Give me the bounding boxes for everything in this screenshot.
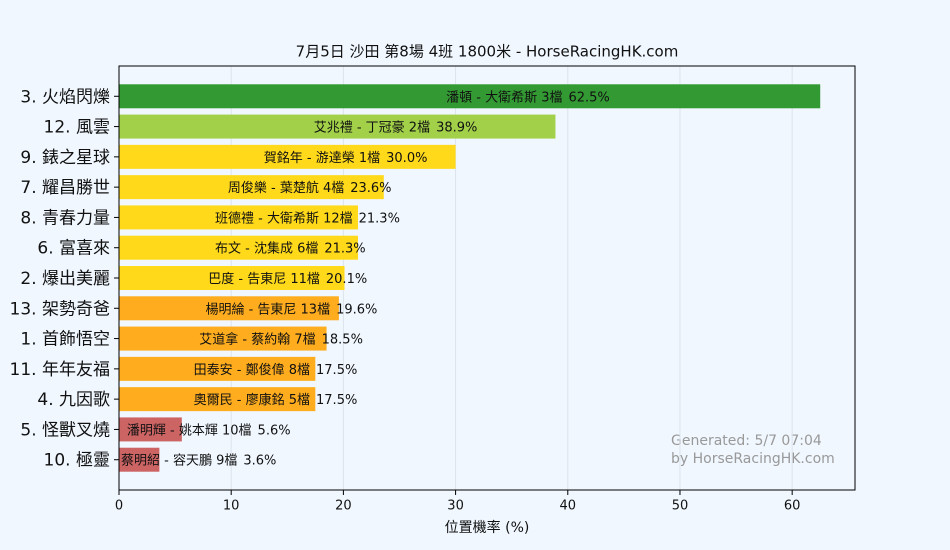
jockey-label: 布文 - 沈集成 6檔 xyxy=(215,240,318,256)
value-label: 18.5% xyxy=(322,332,363,347)
y-tick-label: 13. 架勢奇爸 xyxy=(10,299,110,319)
bar xyxy=(119,144,456,169)
bar-label: 周俊樂 - 葉楚航 4檔 23.6% xyxy=(228,180,392,196)
y-tick-label: 9. 錶之星球 xyxy=(20,148,110,168)
bar-label: 賀銘年 - 游達榮 1檔 30.0% xyxy=(264,150,428,165)
bar xyxy=(119,387,316,412)
bar-label: 艾兆禮 - 丁冠豪 2檔 38.9% xyxy=(314,119,478,135)
bar-label: 奧爾民 - 廖康銘 5檔 17.5% xyxy=(194,392,358,408)
bar xyxy=(119,356,316,381)
jockey-label: 田泰安 - 鄭俊偉 8檔 xyxy=(194,362,310,377)
bar xyxy=(119,84,821,109)
value-label: 38.9% xyxy=(436,120,477,135)
y-tick-label: 5. 怪獸叉燒 xyxy=(20,420,110,440)
jockey-label: 賀銘年 - 游達榮 1檔 xyxy=(264,150,380,165)
value-label: 21.3% xyxy=(359,211,400,226)
y-tick-label: 12. 風雲 xyxy=(44,118,110,138)
y-tick-label: 6. 富喜來 xyxy=(37,239,110,259)
bar-label: 潘頓 - 大衛希斯 3檔 62.5% xyxy=(446,90,610,105)
bar xyxy=(119,114,556,139)
jockey-label: 艾道拿 - 蔡約翰 7檔 xyxy=(199,331,315,347)
jockey-label: 楊明綸 - 告東尼 13檔 xyxy=(205,301,330,317)
value-label: 30.0% xyxy=(386,150,427,165)
x-axis-label: 位置機率 (%) xyxy=(445,519,530,536)
jockey-label: 艾兆禮 - 丁冠豪 2檔 xyxy=(314,119,430,135)
bar-label: 蔡明紹 - 容天鵬 9檔 3.6% xyxy=(121,452,276,468)
bar-label: 布文 - 沈集成 6檔 21.3% xyxy=(215,240,366,256)
y-tick-label: 8. 青春力量 xyxy=(20,208,110,228)
x-tick-label: 30 xyxy=(447,499,464,514)
y-tick-label: 10. 極靈 xyxy=(44,451,110,471)
jockey-label: 奧爾民 - 廖康銘 5檔 xyxy=(194,392,310,408)
bar-label: 班德禮 - 大衛希斯 12檔 21.3% xyxy=(215,211,400,226)
chart-title: 7月5日 沙田 第8場 4班 1800米 - HorseRacingHK.com xyxy=(296,43,679,61)
x-tick-label: 60 xyxy=(784,499,801,514)
bar-label: 潘明輝 - 姚本輝 10檔 5.6% xyxy=(127,423,291,438)
y-tick-label: 7. 耀昌勝世 xyxy=(20,178,110,198)
bar-label: 楊明綸 - 告東尼 13檔 19.6% xyxy=(205,301,377,317)
value-label: 3.6% xyxy=(243,453,276,468)
bar xyxy=(119,175,384,200)
jockey-label: 巴度 - 告東尼 11檔 xyxy=(208,271,320,287)
value-label: 21.3% xyxy=(324,241,365,256)
annotation: by HorseRacingHK.com xyxy=(671,451,835,467)
bar xyxy=(119,235,358,260)
jockey-label: 潘明輝 - 姚本輝 10檔 xyxy=(127,423,252,438)
bar xyxy=(119,447,160,472)
y-tick-label: 2. 爆出美麗 xyxy=(20,269,110,289)
bar-label: 巴度 - 告東尼 11檔 20.1% xyxy=(208,271,367,287)
bar xyxy=(119,326,327,351)
jockey-label: 蔡明紹 - 容天鵬 9檔 xyxy=(121,452,237,468)
y-tick-label: 3. 火焰閃爍 xyxy=(20,87,110,107)
plot-frame xyxy=(118,65,856,491)
y-tick-label: 11. 年年友福 xyxy=(10,360,110,380)
annotation: Generated: 5/7 07:04 xyxy=(671,433,822,449)
value-label: 17.5% xyxy=(316,393,357,408)
value-label: 17.5% xyxy=(316,362,357,377)
x-tick-label: 50 xyxy=(672,499,689,514)
bar xyxy=(119,266,345,290)
jockey-label: 班德禮 - 大衛希斯 12檔 xyxy=(215,211,353,226)
value-label: 62.5% xyxy=(568,90,609,105)
x-tick-label: 10 xyxy=(223,499,240,514)
y-tick-label: 1. 首飾悟空 xyxy=(20,330,110,350)
jockey-label: 潘頓 - 大衛希斯 3檔 xyxy=(446,90,562,105)
bar-label: 艾道拿 - 蔡約翰 7檔 18.5% xyxy=(199,331,363,347)
value-label: 5.6% xyxy=(258,423,291,438)
value-label: 23.6% xyxy=(350,181,391,196)
x-tick-label: 20 xyxy=(335,499,352,514)
x-tick-label: 0 xyxy=(115,499,123,514)
x-tick-label: 40 xyxy=(560,499,577,514)
bar xyxy=(119,417,182,442)
bar-label: 田泰安 - 鄭俊偉 8檔 17.5% xyxy=(194,362,358,377)
jockey-label: 周俊樂 - 葉楚航 4檔 xyxy=(228,180,344,196)
y-tick-label: 4. 九因歌 xyxy=(37,390,110,410)
bar xyxy=(119,296,339,321)
value-label: 20.1% xyxy=(326,272,367,287)
value-label: 19.6% xyxy=(336,302,377,317)
bar xyxy=(119,205,358,230)
